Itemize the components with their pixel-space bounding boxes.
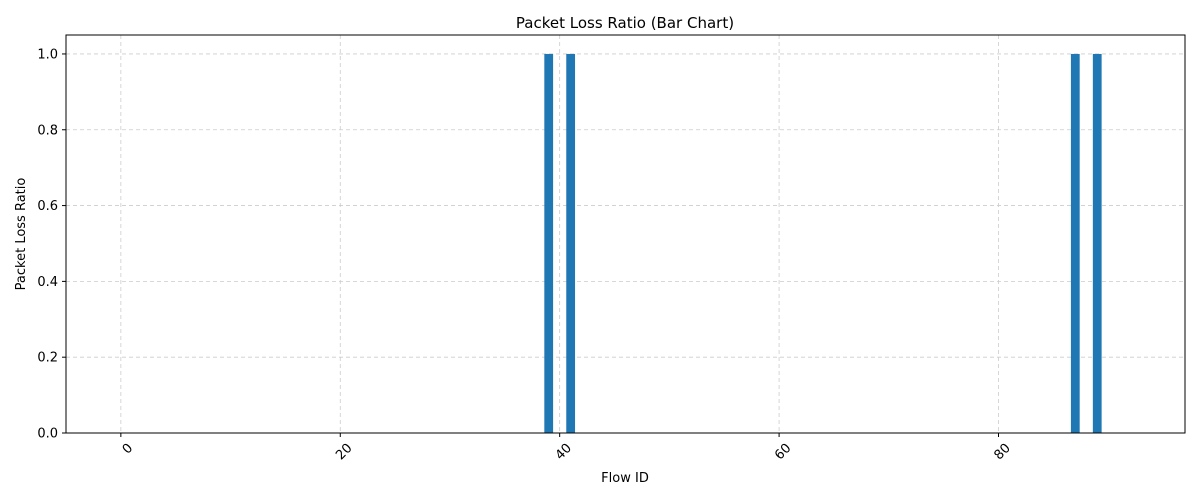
y-tick-label: 0.8 — [37, 123, 58, 138]
x-tick-label: 80 — [992, 441, 1014, 463]
chart-title: Packet Loss Ratio (Bar Chart) — [516, 14, 734, 32]
y-axis-title: Packet Loss Ratio — [14, 178, 29, 291]
y-tick-label: 1.0 — [37, 47, 58, 62]
x-tick-label: 0 — [120, 441, 136, 457]
bar — [1070, 53, 1080, 433]
bar — [1092, 53, 1102, 433]
x-tick-label: 40 — [553, 441, 575, 463]
bar — [544, 53, 554, 433]
y-tick-label: 0.0 — [37, 427, 58, 442]
bar-layer — [544, 53, 1102, 433]
plot-frame — [65, 34, 1186, 434]
x-tick-label: 20 — [333, 441, 355, 463]
y-tick-label: 0.4 — [37, 275, 58, 290]
y-tick-label: 0.6 — [37, 199, 58, 214]
bar — [566, 53, 576, 433]
x-axis-title: Flow ID — [601, 471, 649, 486]
x-tick-label: 60 — [772, 441, 794, 463]
grid-layer — [66, 35, 1185, 434]
y-tick-label: 0.2 — [37, 351, 58, 366]
tick-layer: 0 20 40 60 80 0.0 0.2 0.4 0.6 0.8 1.0 — [37, 47, 1014, 463]
